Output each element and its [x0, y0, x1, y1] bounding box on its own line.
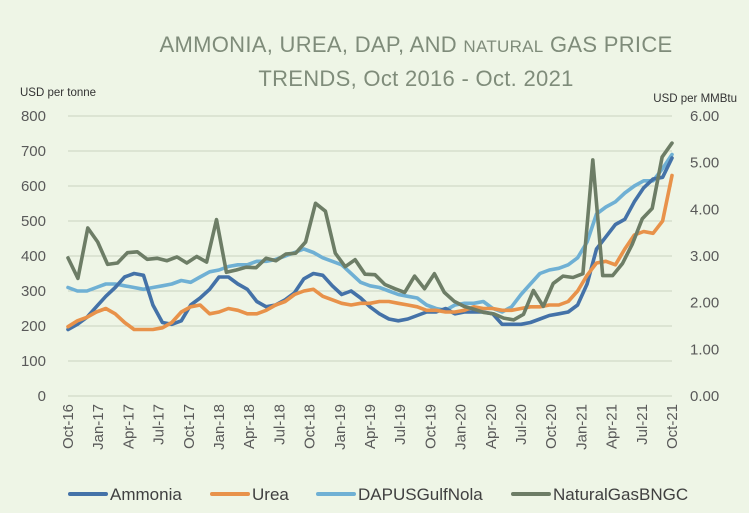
left-tick-label: 700 — [21, 143, 46, 160]
left-tick-label: 300 — [21, 283, 46, 300]
left-axis-ticks: 0 100 200 300 400 500 600 700 800 — [21, 108, 46, 405]
x-tick-label: Oct-16 — [60, 404, 77, 449]
x-tick-label: Oct-21 — [664, 404, 681, 449]
right-axis-unit-label: USD per MMBtu — [653, 93, 737, 105]
left-tick-label: 800 — [21, 108, 46, 125]
x-tick-label: Oct-20 — [543, 404, 560, 449]
left-tick-label: 0 — [38, 388, 46, 405]
x-tick-label: Jan-18 — [211, 404, 228, 450]
right-tick-label: 5.00 — [690, 155, 719, 172]
x-tick-label: Apr-19 — [362, 404, 379, 449]
gridlines — [68, 115, 672, 397]
right-tick-label: 1.00 — [690, 341, 719, 358]
x-tick-label: Apr-17 — [120, 404, 137, 449]
x-tick-label: Jan-19 — [332, 404, 349, 450]
series-line-dapusgulfnola — [66, 152, 674, 314]
x-tick-label: Jan-17 — [90, 404, 107, 450]
legend-label: Ammonia — [110, 485, 182, 504]
right-axis-ticks: 0.00 1.00 2.00 3.00 4.00 5.00 6.00 — [690, 108, 719, 405]
x-tick-label: Jul-20 — [513, 404, 530, 445]
x-tick-label: Jul-17 — [151, 404, 168, 445]
legend-label: NaturalGasBNGC — [553, 485, 688, 504]
right-tick-label: 2.00 — [690, 295, 719, 312]
x-tick-label: Apr-20 — [483, 404, 500, 449]
left-tick-label: 500 — [21, 213, 46, 230]
series-line-urea — [66, 173, 674, 332]
series-lines — [66, 141, 674, 332]
x-tick-label: Jan-20 — [453, 404, 470, 450]
left-tick-label: 100 — [21, 353, 46, 370]
right-tick-label: 6.00 — [690, 108, 719, 125]
chart-title-line1: AMMONIA, UREA, DAP, AND NATURAL GAS PRIC… — [160, 32, 673, 57]
x-tick-label: Jul-19 — [392, 404, 409, 445]
x-tick-label: Jan-21 — [573, 404, 590, 450]
x-tick-label: Oct-19 — [422, 404, 439, 449]
x-tick-label: Jul-21 — [634, 404, 651, 445]
right-tick-label: 3.00 — [690, 248, 719, 265]
series-line-naturalgasbngc — [66, 141, 674, 322]
right-tick-label: 0.00 — [690, 388, 719, 405]
legend-label: Urea — [252, 485, 289, 504]
left-tick-label: 200 — [21, 318, 46, 335]
left-tick-label: 400 — [21, 248, 46, 265]
legend-label: DAPUSGulfNola — [358, 485, 483, 504]
x-tick-label: Apr-21 — [604, 404, 621, 449]
right-tick-label: 4.00 — [690, 201, 719, 218]
x-axis-ticks: Oct-16 Jan-17 Apr-17 Jul-17 Oct-17 Jan-18 Apr-… — [60, 404, 681, 450]
x-tick-label: Oct-18 — [302, 404, 319, 449]
x-tick-label: Jul-18 — [271, 404, 288, 445]
left-axis-unit-label: USD per tonne — [20, 87, 96, 99]
x-tick-label: Apr-18 — [241, 404, 258, 449]
legend: Ammonia Urea DAPUSGulfNola NaturalGasBNGC — [68, 485, 688, 504]
left-tick-label: 600 — [21, 178, 46, 195]
chart-title-line2: TRENDS, Oct 2016 - Oct. 2021 — [258, 66, 573, 91]
x-tick-label: Oct-17 — [181, 404, 198, 449]
